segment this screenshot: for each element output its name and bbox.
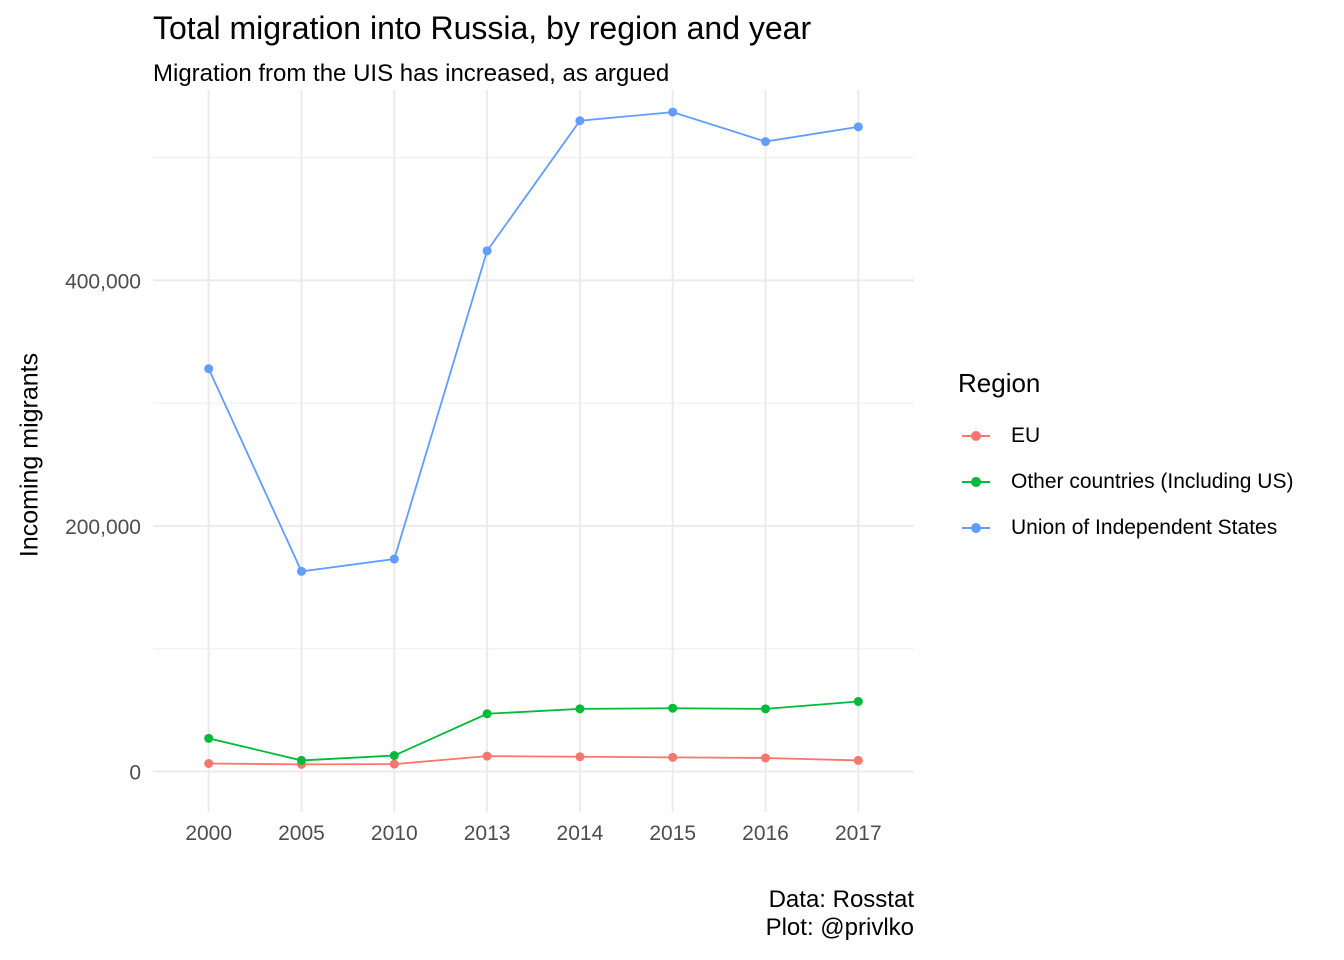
- data-point-eu: [575, 752, 585, 762]
- legend-label: Union of Independent States: [1011, 516, 1278, 539]
- legend-key-dot: [971, 523, 981, 533]
- data-point-union-of-independent-states: [853, 122, 863, 132]
- x-tick-label: 2013: [464, 822, 511, 845]
- legend-items: EU Other countries (Including US) Union of…: [958, 413, 1293, 551]
- y-tick-label: 400,000: [65, 270, 141, 293]
- caption-source: Data: Rosstat: [768, 886, 914, 913]
- data-point-union-of-independent-states: [761, 137, 771, 147]
- x-tick-label: 2016: [742, 822, 789, 845]
- legend-label: Other countries (Including US): [1011, 470, 1294, 493]
- data-point-other-countries-including-us: [389, 751, 399, 761]
- y-tick-label: 200,000: [65, 516, 141, 539]
- data-point-other-countries-including-us: [204, 733, 214, 743]
- data-point-other-countries-including-us: [668, 703, 678, 713]
- series-line-eu: [208, 755, 859, 766]
- x-tick-label: 2014: [557, 822, 604, 845]
- grid-minor: [153, 156, 914, 650]
- data-point-eu: [482, 751, 492, 761]
- legend-key-dot: [971, 477, 981, 487]
- y-tick-label: 0: [129, 761, 141, 784]
- legend-key-dot: [971, 431, 981, 441]
- data-point-other-countries-including-us: [575, 704, 585, 714]
- legend-item: EU: [958, 413, 1293, 459]
- data-point-union-of-independent-states: [204, 364, 214, 374]
- data-point-union-of-independent-states: [296, 566, 306, 576]
- legend-item: Union of Independent States: [958, 505, 1293, 551]
- data-point-other-countries-including-us: [482, 709, 492, 719]
- data-point-eu: [761, 753, 771, 763]
- data-point-eu: [204, 758, 214, 768]
- chart-title: Total migration into Russia, by region a…: [153, 10, 812, 46]
- legend-item: Other countries (Including US): [958, 459, 1293, 505]
- caption-author: Plot: @privlko: [765, 914, 914, 941]
- grid-major: [153, 90, 914, 812]
- data-point-eu: [389, 759, 399, 769]
- data-point-other-countries-including-us: [761, 704, 771, 714]
- x-tick-label: 2000: [185, 822, 232, 845]
- series-line-other-countries-including-us: [208, 700, 859, 762]
- x-tick-label: 2005: [278, 822, 325, 845]
- tick-labels: 0 200,000 400,000 2000 2005 2010 2013 2014 2015 2…: [65, 270, 882, 845]
- series-line-union-of-independent-states: [207, 111, 859, 573]
- data-point-eu: [853, 755, 863, 765]
- data-point-other-countries-including-us: [853, 696, 863, 706]
- legend-title: Region: [958, 368, 1041, 398]
- data-point-union-of-independent-states: [575, 116, 585, 126]
- legend-key: [958, 426, 994, 446]
- data-point-other-countries-including-us: [296, 755, 306, 765]
- chart-subtitle: Migration from the UIS has increased, as…: [153, 60, 670, 87]
- legend-key: [958, 472, 994, 492]
- caption: Data: Rosstat Plot: @privlko: [766, 886, 914, 942]
- x-tick-label: 2017: [835, 822, 882, 845]
- series-layer: [204, 107, 863, 769]
- legend-key: [958, 518, 994, 538]
- x-tick-label: 2010: [371, 822, 418, 845]
- data-point-union-of-independent-states: [668, 107, 678, 117]
- data-point-eu: [668, 752, 678, 762]
- legend: Region EU Other countries (Including US) U…: [958, 368, 1293, 551]
- data-point-union-of-independent-states: [482, 246, 492, 256]
- legend-label: EU: [1011, 424, 1041, 447]
- x-tick-label: 2015: [649, 822, 696, 845]
- data-point-union-of-independent-states: [389, 554, 399, 564]
